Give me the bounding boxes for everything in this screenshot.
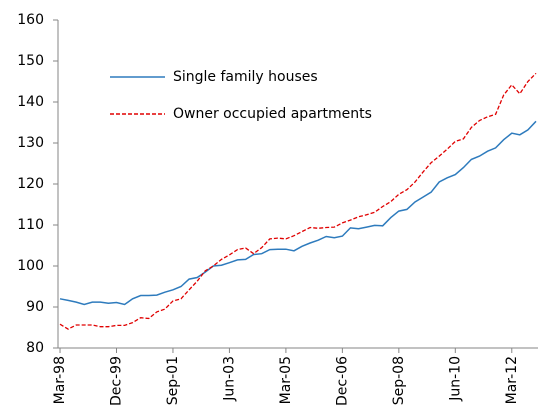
y-tick-label: 80 [26, 340, 44, 356]
legend-label: Owner occupied apartments [173, 106, 372, 122]
x-tick-label: Dec-06 [334, 356, 350, 406]
y-tick-label: 150 [17, 53, 44, 69]
y-tick-label: 90 [26, 299, 44, 315]
x-tick-label: Jun-10 [447, 356, 463, 402]
x-tick-label: Sep-08 [391, 356, 407, 405]
x-tick-label: Dec-99 [108, 356, 124, 406]
legend-label: Single family houses [173, 69, 318, 85]
y-tick-label: 160 [17, 12, 44, 28]
y-tick-label: 140 [17, 94, 44, 110]
y-tick-label: 110 [17, 217, 44, 233]
series-line [59, 72, 537, 330]
y-tick-label: 130 [17, 135, 44, 151]
series-line [59, 120, 537, 306]
y-tick-label: 100 [17, 258, 44, 274]
x-tick-label: Mar-12 [504, 356, 520, 404]
x-tick-label: Mar-98 [52, 356, 68, 404]
y-tick-label: 120 [17, 176, 44, 192]
x-tick-label: Jun-03 [221, 356, 237, 402]
x-tick-label: Sep-01 [165, 356, 181, 405]
x-tick-label: Mar-05 [278, 356, 294, 404]
